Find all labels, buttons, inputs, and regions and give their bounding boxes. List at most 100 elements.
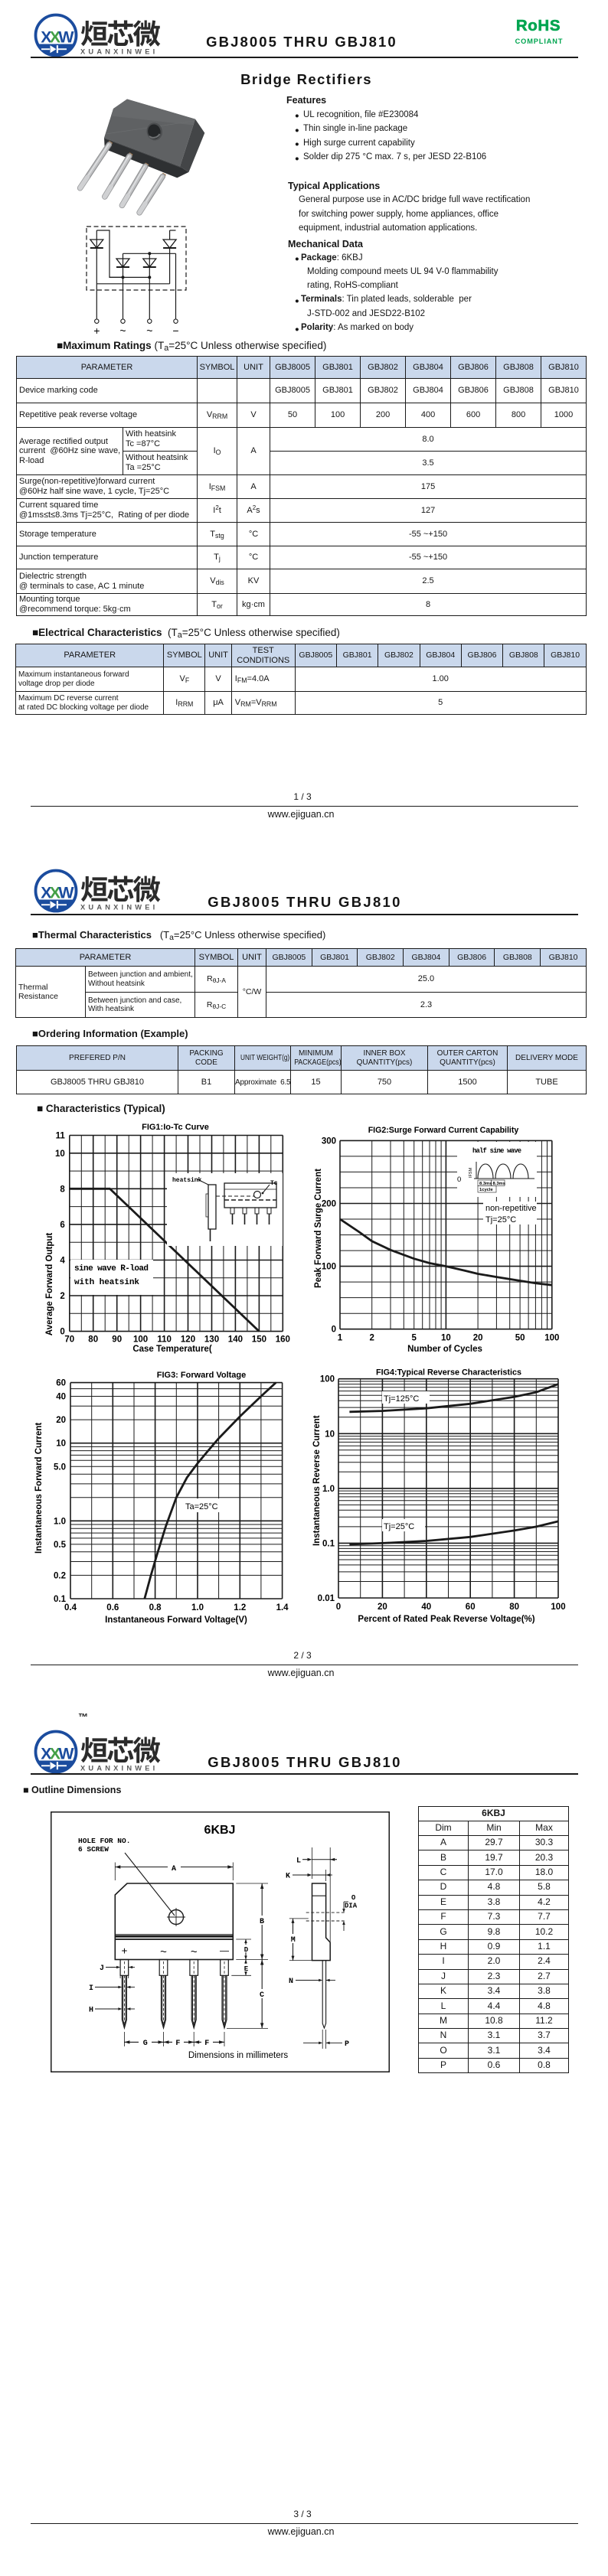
svg-text:half sine wave: half sine wave xyxy=(472,1147,521,1155)
svg-text:120: 120 xyxy=(181,1335,195,1345)
svg-text:O: O xyxy=(351,1894,356,1902)
svg-text:140: 140 xyxy=(228,1335,243,1345)
svg-text:sine wave R-load: sine wave R-load xyxy=(74,1264,149,1273)
svg-text:K: K xyxy=(286,1873,290,1881)
svg-text:Number of Cycles: Number of Cycles xyxy=(407,1345,482,1354)
svg-text:Case Temperature(: Case Temperature( xyxy=(132,1345,211,1354)
svg-text:DIA: DIA xyxy=(345,1903,358,1910)
svg-text:J: J xyxy=(100,1965,104,1973)
svg-text:20: 20 xyxy=(56,1416,66,1425)
svg-text:−: − xyxy=(172,324,178,337)
svg-text:1.4: 1.4 xyxy=(276,1603,289,1612)
svg-text:8.3ms: 8.3ms xyxy=(493,1182,505,1186)
svg-text:60: 60 xyxy=(56,1379,66,1388)
svg-text:2: 2 xyxy=(60,1292,64,1301)
svg-text:90: 90 xyxy=(112,1335,122,1345)
svg-text:Percent of Rated Peak Reverse: Percent of Rated Peak Reverse Voltage(%) xyxy=(358,1615,534,1624)
svg-text:1.2: 1.2 xyxy=(234,1603,246,1612)
svg-text:HOLE FOR NO.: HOLE FOR NO. xyxy=(78,1837,130,1845)
svg-text:0.5: 0.5 xyxy=(54,1541,67,1550)
svg-text:1.0: 1.0 xyxy=(191,1603,204,1612)
svg-text:60: 60 xyxy=(466,1603,476,1612)
svg-text:150: 150 xyxy=(252,1335,266,1345)
svg-text:FIG3: Forward Voltage: FIG3: Forward Voltage xyxy=(157,1371,247,1380)
svg-text:1.0: 1.0 xyxy=(54,1517,66,1526)
svg-text:8: 8 xyxy=(60,1185,65,1194)
svg-text:5: 5 xyxy=(411,1334,417,1343)
svg-text:2: 2 xyxy=(369,1334,374,1343)
svg-text:0: 0 xyxy=(60,1328,64,1337)
svg-text:XXW: XXW xyxy=(41,1744,74,1762)
svg-text:FIG1:Io-Tc Curve: FIG1:Io-Tc Curve xyxy=(142,1123,209,1132)
svg-text:Tj=25°C: Tj=25°C xyxy=(384,1522,414,1531)
svg-text:10: 10 xyxy=(56,1440,66,1449)
svg-text:Tc: Tc xyxy=(270,1180,278,1187)
svg-text:XUANXINWEI: XUANXINWEI xyxy=(80,1764,158,1772)
svg-text:0: 0 xyxy=(457,1176,461,1184)
svg-text:6 SCREW: 6 SCREW xyxy=(78,1845,109,1854)
svg-text:Instantaneous Reverse Current: Instantaneous Reverse Current xyxy=(312,1415,322,1546)
svg-text:Tj=25°C: Tj=25°C xyxy=(485,1215,516,1224)
svg-text:F: F xyxy=(204,2040,209,2048)
svg-text:0.4: 0.4 xyxy=(64,1603,77,1612)
svg-text:F: F xyxy=(175,2040,180,2048)
svg-text:50: 50 xyxy=(515,1334,525,1343)
svg-text:Dimensions in millimeters: Dimensions in millimeters xyxy=(188,2051,289,2060)
svg-text:10: 10 xyxy=(441,1334,451,1343)
svg-text:XXW: XXW xyxy=(41,28,74,46)
svg-text:5.0: 5.0 xyxy=(54,1462,66,1472)
svg-text:I: I xyxy=(89,1984,93,1993)
svg-text:XUANXINWEI: XUANXINWEI xyxy=(80,47,158,55)
svg-text:110: 110 xyxy=(157,1335,172,1345)
svg-text:Instantaneous Forward Voltage(: Instantaneous Forward Voltage(V) xyxy=(105,1616,247,1625)
svg-text:IFSM: IFSM xyxy=(469,1167,473,1178)
svg-text:XXW: XXW xyxy=(41,884,74,902)
svg-text:200: 200 xyxy=(322,1200,336,1209)
svg-text:0.1: 0.1 xyxy=(54,1595,67,1604)
svg-text:Tj=125°C: Tj=125°C xyxy=(384,1394,419,1404)
svg-text:10: 10 xyxy=(55,1149,65,1159)
svg-text:6KBJ: 6KBJ xyxy=(204,1824,236,1837)
svg-text:non-repetitive: non-repetitive xyxy=(485,1204,537,1213)
svg-text:100: 100 xyxy=(320,1375,335,1384)
svg-text:130: 130 xyxy=(204,1335,219,1345)
svg-text:0.6: 0.6 xyxy=(106,1603,119,1612)
svg-text:G: G xyxy=(143,2040,148,2048)
svg-text:—: — xyxy=(220,1945,229,1956)
svg-text:8.3ms: 8.3ms xyxy=(479,1182,492,1186)
svg-text:80: 80 xyxy=(88,1335,98,1345)
svg-text:C: C xyxy=(260,1991,264,2000)
svg-text:Peak Forward Surge Current: Peak Forward Surge Current xyxy=(314,1169,323,1288)
svg-text:100: 100 xyxy=(322,1263,336,1272)
svg-text:100: 100 xyxy=(133,1335,148,1345)
svg-text:M: M xyxy=(291,1936,296,1945)
svg-text:300: 300 xyxy=(322,1136,336,1146)
svg-text:with heatsink: with heatsink xyxy=(74,1278,139,1287)
svg-text:A: A xyxy=(172,1865,176,1873)
svg-text:H: H xyxy=(89,2007,93,2015)
svg-text:L: L xyxy=(296,1857,301,1866)
svg-text:10: 10 xyxy=(325,1430,335,1439)
svg-text:0.01: 0.01 xyxy=(318,1594,335,1603)
svg-text:N: N xyxy=(289,1978,293,1986)
svg-text:Instantaneous Forward Current: Instantaneous Forward Current xyxy=(34,1423,44,1554)
svg-text:~: ~ xyxy=(160,1945,167,1958)
svg-text:~: ~ xyxy=(146,324,152,337)
svg-text:+: + xyxy=(121,1945,127,1957)
svg-text:20: 20 xyxy=(473,1334,483,1343)
svg-text:0.1: 0.1 xyxy=(322,1539,335,1548)
svg-text:D: D xyxy=(244,1946,249,1954)
svg-text:+: + xyxy=(93,324,100,337)
svg-text:~: ~ xyxy=(119,324,126,337)
svg-text:0: 0 xyxy=(336,1603,341,1612)
svg-text:0.8: 0.8 xyxy=(149,1603,162,1612)
svg-text:heatsink: heatsink xyxy=(172,1177,202,1184)
svg-text:40: 40 xyxy=(421,1603,431,1612)
svg-text:1.0: 1.0 xyxy=(322,1485,335,1494)
svg-text:40: 40 xyxy=(56,1393,66,1402)
svg-text:4: 4 xyxy=(60,1257,65,1266)
svg-text:1cycle: 1cycle xyxy=(479,1188,494,1192)
svg-text:0.2: 0.2 xyxy=(54,1571,66,1580)
svg-text:80: 80 xyxy=(509,1603,519,1612)
svg-text:FIG2:Surge Forward Current Cap: FIG2:Surge Forward Current Capability xyxy=(368,1126,519,1135)
